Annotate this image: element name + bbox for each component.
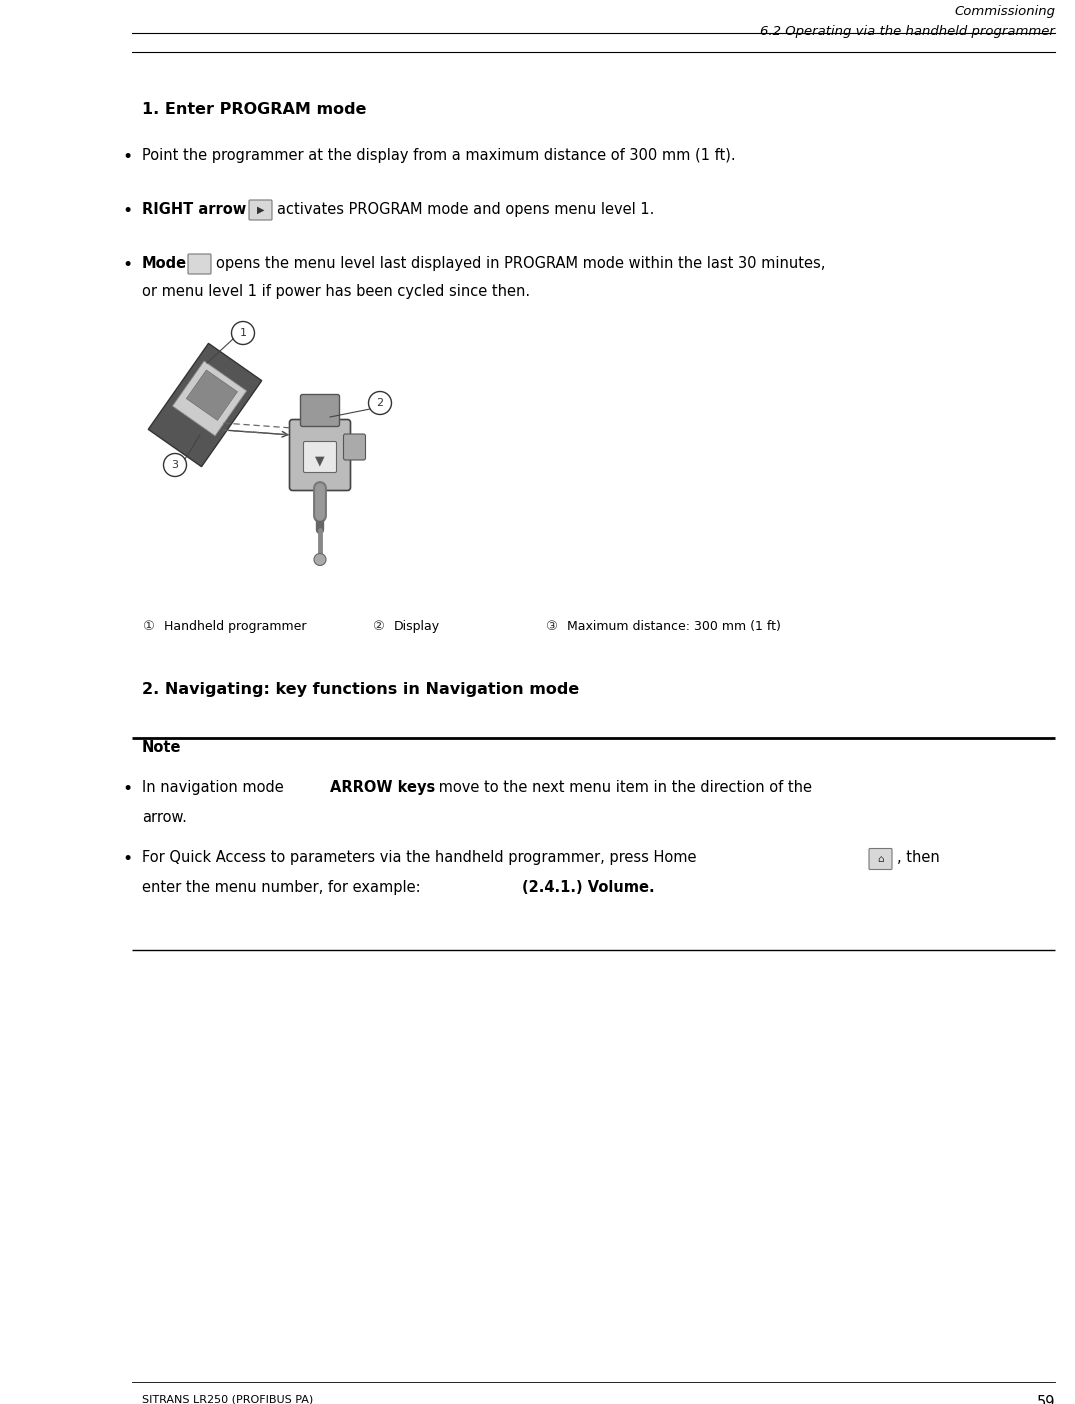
- FancyBboxPatch shape: [303, 441, 336, 473]
- Polygon shape: [172, 361, 246, 435]
- Text: activates PROGRAM mode and opens menu level 1.: activates PROGRAM mode and opens menu le…: [277, 202, 655, 218]
- Text: 59: 59: [1036, 1396, 1055, 1404]
- Text: 1: 1: [240, 329, 246, 338]
- FancyBboxPatch shape: [344, 434, 366, 461]
- FancyBboxPatch shape: [301, 395, 340, 427]
- Text: Maximum distance: 300 mm (1 ft): Maximum distance: 300 mm (1 ft): [567, 621, 780, 633]
- Text: In navigation mode: In navigation mode: [142, 781, 288, 795]
- Text: or menu level 1 if power has been cycled since then.: or menu level 1 if power has been cycled…: [142, 284, 530, 299]
- Text: ⌂: ⌂: [877, 854, 884, 863]
- Text: Point the programmer at the display from a maximum distance of 300 mm (1 ft).: Point the programmer at the display from…: [142, 147, 735, 163]
- Text: 1. Enter PROGRAM mode: 1. Enter PROGRAM mode: [142, 102, 367, 117]
- Circle shape: [314, 553, 326, 566]
- Text: For Quick Access to parameters via the handheld programmer, press Home: For Quick Access to parameters via the h…: [142, 849, 701, 865]
- Text: •: •: [121, 256, 132, 274]
- Text: RIGHT arrow: RIGHT arrow: [142, 202, 246, 218]
- Polygon shape: [186, 369, 238, 420]
- FancyBboxPatch shape: [188, 254, 211, 274]
- Text: 2. Navigating: key functions in Navigation mode: 2. Navigating: key functions in Navigati…: [142, 682, 579, 696]
- Text: Note: Note: [142, 740, 182, 755]
- Text: (2.4.1.) Volume.: (2.4.1.) Volume.: [522, 880, 655, 894]
- Text: , then: , then: [897, 849, 940, 865]
- Text: ▶: ▶: [257, 205, 264, 215]
- FancyBboxPatch shape: [249, 199, 272, 220]
- Text: enter the menu number, for example:: enter the menu number, for example:: [142, 880, 426, 894]
- Text: •: •: [121, 781, 132, 797]
- Text: arrow.: arrow.: [142, 810, 187, 826]
- Polygon shape: [148, 344, 261, 466]
- FancyBboxPatch shape: [289, 420, 350, 490]
- Text: Commissioning: Commissioning: [954, 6, 1055, 18]
- Text: Handheld programmer: Handheld programmer: [164, 621, 306, 633]
- FancyBboxPatch shape: [869, 848, 892, 869]
- Text: move to the next menu item in the direction of the: move to the next menu item in the direct…: [434, 781, 812, 795]
- Text: •: •: [121, 202, 132, 220]
- Text: •: •: [121, 147, 132, 166]
- Text: Display: Display: [395, 621, 440, 633]
- Text: ③: ③: [545, 621, 557, 633]
- Text: ①: ①: [142, 621, 154, 633]
- Text: opens the menu level last displayed in PROGRAM mode within the last 30 minutes,: opens the menu level last displayed in P…: [216, 256, 826, 271]
- Text: •: •: [121, 849, 132, 868]
- Text: 6.2 Operating via the handheld programmer: 6.2 Operating via the handheld programme…: [760, 25, 1055, 38]
- Text: ARROW keys: ARROW keys: [330, 781, 435, 795]
- Text: SITRANS LR250 (PROFIBUS PA): SITRANS LR250 (PROFIBUS PA): [142, 1396, 313, 1404]
- Text: Mode: Mode: [142, 256, 187, 271]
- Text: ②: ②: [372, 621, 384, 633]
- Text: ▼: ▼: [315, 455, 325, 468]
- Text: 3: 3: [172, 461, 178, 470]
- Text: 2: 2: [376, 397, 384, 409]
